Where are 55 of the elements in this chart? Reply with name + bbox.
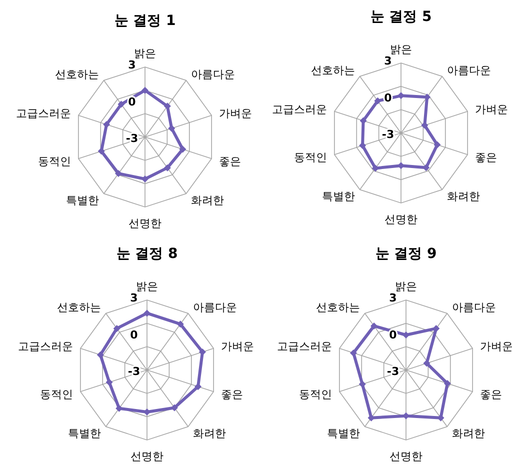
y-tick-label: 0: [130, 328, 138, 342]
spoke-label: 아름다운: [192, 300, 237, 314]
spoke-label: 가벼운: [475, 102, 508, 116]
spoke-label: 밝은: [134, 47, 156, 60]
spoke-label: 동적인: [40, 388, 73, 402]
spoke-label: 밝은: [390, 43, 412, 56]
spoke-label: 특별한: [66, 194, 100, 208]
spoke-label: 동적인: [294, 151, 327, 164]
spoke-label: 아름다운: [190, 68, 235, 81]
spoke-label: 가벼운: [219, 106, 252, 120]
y-tick-label: -3: [382, 128, 394, 142]
chart-title: 눈 결정 1: [114, 13, 176, 29]
spoke-label: 화려한: [190, 194, 224, 208]
y-tick-label: 3: [128, 58, 136, 72]
spoke-label: 고급스러운: [276, 340, 332, 353]
spoke-label: 밝은: [395, 280, 417, 293]
spoke-label: 선명한: [128, 217, 162, 230]
spoke-label: 고급스러운: [18, 340, 73, 353]
spoke-label: 선호하는: [311, 64, 356, 77]
spoke-label: 선명한: [130, 450, 164, 463]
spoke-label: 동적인: [298, 388, 332, 402]
y-tick-label: -3: [126, 132, 138, 146]
spoke-label: 선호하는: [57, 300, 102, 314]
spoke-label: 가벼운: [221, 340, 254, 353]
spoke-label: 고급스러운: [272, 102, 327, 116]
y-tick-label: 3: [384, 54, 392, 68]
spoke-label: 선호하는: [316, 300, 360, 314]
spoke-label: 아름다운: [446, 64, 491, 77]
spoke-label: 화려한: [446, 190, 480, 204]
spoke-label: 특별한: [68, 427, 102, 440]
spoke-label: 선명한: [384, 213, 418, 226]
spoke-label: 동적인: [38, 155, 71, 168]
spoke-label: 특별한: [327, 427, 360, 440]
spoke-label: 밝은: [136, 280, 158, 293]
spoke-label: 특별한: [322, 190, 356, 204]
spoke-label: 화려한: [192, 427, 226, 440]
spoke-label: 선명한: [390, 450, 422, 463]
spoke-label: 선호하는: [55, 68, 100, 81]
spoke-label: 좋은: [480, 388, 502, 402]
spoke-label: 화려한: [452, 427, 485, 440]
y-tick-label: 0: [128, 95, 136, 108]
spoke-label: 가벼운: [480, 340, 512, 353]
y-tick-label: -3: [128, 365, 140, 378]
spoke-label: 좋은: [219, 155, 242, 168]
chart-title: 눈 결정 5: [370, 9, 432, 25]
chart-title: 눈 결정 9: [375, 246, 437, 262]
y-tick-label: 0: [389, 328, 398, 342]
spoke-label: 고급스러운: [16, 106, 71, 120]
spoke-label: 좋은: [475, 151, 498, 164]
y-tick-label: 3: [130, 291, 138, 304]
spoke-label: 아름다운: [452, 300, 496, 314]
spoke-label: 좋은: [221, 388, 244, 402]
y-tick-label: 3: [389, 291, 397, 304]
y-tick-label: -3: [386, 365, 400, 378]
chart-title: 눈 결정 8: [116, 246, 178, 262]
